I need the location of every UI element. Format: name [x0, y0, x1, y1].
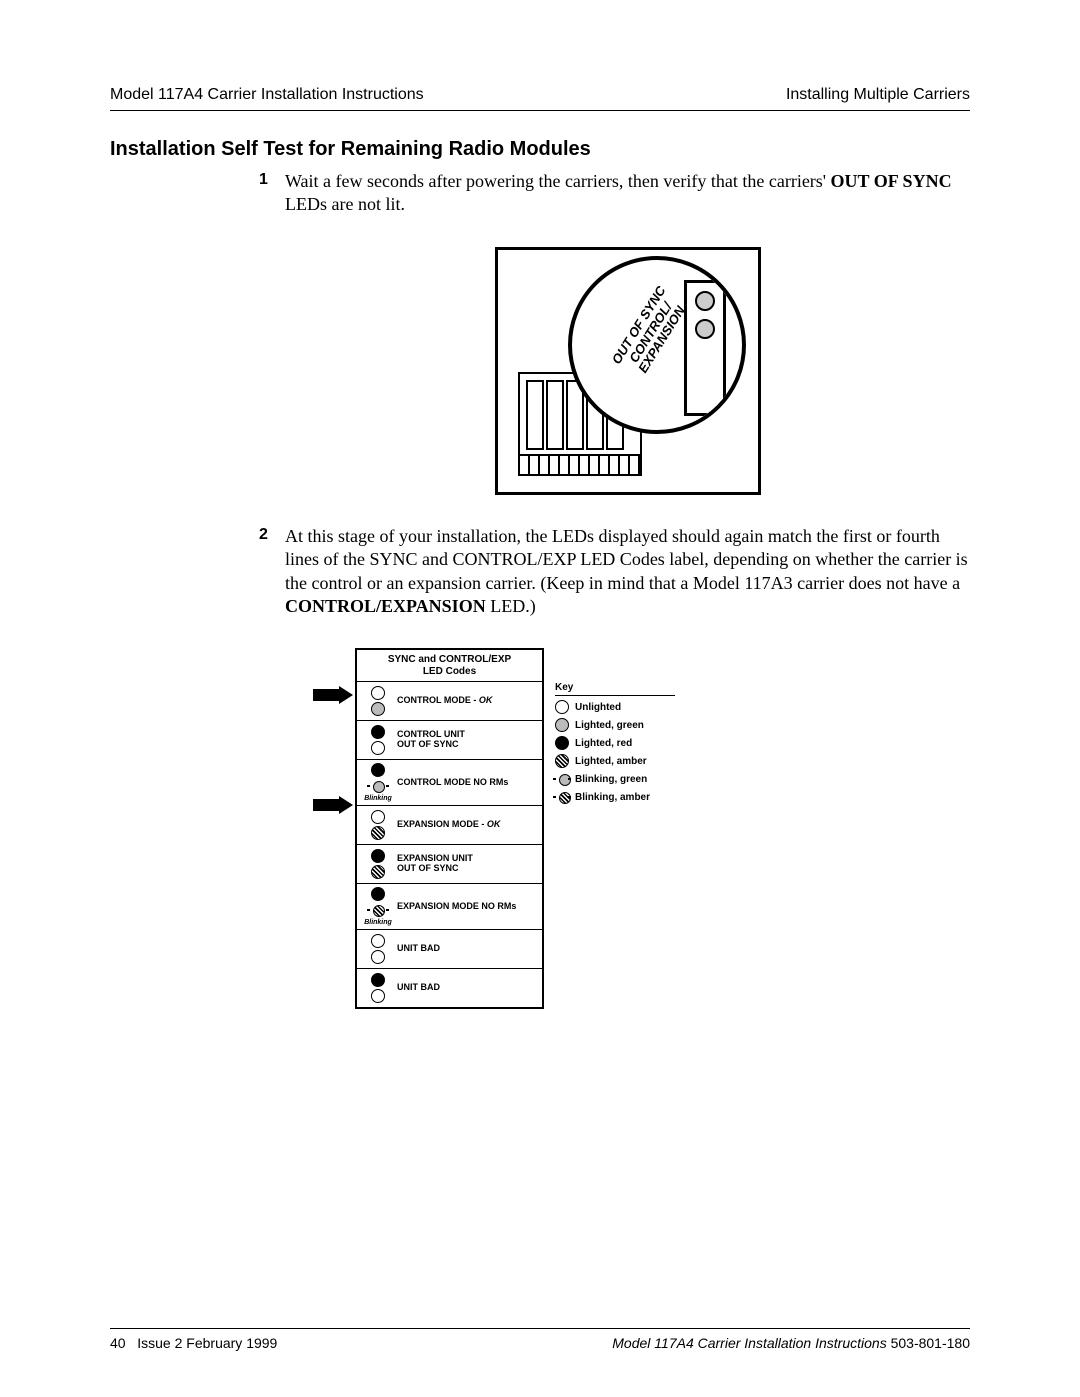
callout-bubble: OUT OF SYNC CONTROL/ EXPANSION [568, 256, 746, 434]
legend-label: Lighted, green [575, 720, 644, 731]
section-heading: Installation Self Test for Remaining Rad… [110, 138, 591, 161]
arrow-icon [313, 686, 353, 704]
legend-item: Lighted, red [555, 736, 675, 750]
led-code-label: EXPANSION UNITOUT OF SYNC [393, 854, 536, 874]
led-indicators [363, 686, 393, 716]
step-1-text-post: LEDs are not lit. [285, 194, 405, 214]
legend-item: Blinking, amber [555, 790, 675, 804]
codes-title-line1: SYNC and CONTROL/EXP [388, 654, 511, 665]
legend-item: Lighted, amber [555, 754, 675, 768]
legend-symbol [555, 718, 569, 732]
led-code-row: BlinkingCONTROL MODE NO RMs [357, 760, 542, 806]
step-2-bold: CONTROL/EXPANSION [285, 596, 486, 616]
legend-title: Key [555, 682, 675, 696]
step-2-text-post: LED.) [486, 596, 536, 616]
led-panel-icon [684, 280, 726, 416]
codes-title-line2: LED Codes [423, 666, 476, 677]
footer-right: Model 117A4 Carrier Installation Instruc… [612, 1335, 970, 1351]
step-1: 1 Wait a few seconds after powering the … [285, 170, 970, 217]
issue-date: Issue 2 February 1999 [137, 1335, 277, 1351]
footer-doc-title: Model 117A4 Carrier Installation Instruc… [612, 1335, 886, 1351]
arrow-icon [313, 796, 353, 814]
figure-led-codes: SYNC and CONTROL/EXP LED Codes CONTROL M… [355, 648, 735, 1009]
led-code-row: CONTROL UNITOUT OF SYNC [357, 721, 542, 760]
page: Model 117A4 Carrier Installation Instruc… [0, 0, 1080, 1397]
legend-symbol [555, 772, 569, 786]
step-1-bold: OUT OF SYNC [831, 171, 952, 191]
legend-item: Blinking, green [555, 772, 675, 786]
step-2-text-pre: At this stage of your installation, the … [285, 526, 968, 593]
legend-label: Blinking, green [575, 774, 647, 785]
led-code-row: UNIT BAD [357, 969, 542, 1007]
led-codes-title: SYNC and CONTROL/EXP LED Codes [357, 650, 542, 682]
led-code-label: CONTROL UNITOUT OF SYNC [393, 730, 536, 750]
led-code-row: CONTROL MODE - OK [357, 682, 542, 721]
led-indicators [363, 810, 393, 840]
page-number: 40 [110, 1335, 126, 1351]
step-1-text-pre: Wait a few seconds after powering the ca… [285, 171, 831, 191]
legend-item: Unlighted [555, 700, 675, 714]
legend-symbol [555, 754, 569, 768]
led-codes-table: SYNC and CONTROL/EXP LED Codes CONTROL M… [355, 648, 544, 1009]
step-2: 2 At this stage of your installation, th… [285, 525, 970, 619]
led-code-label: EXPANSION MODE NO RMs [393, 902, 536, 912]
legend-symbol [555, 790, 569, 804]
footer-rule [110, 1328, 970, 1329]
led-code-label: UNIT BAD [393, 983, 536, 993]
step-number: 1 [259, 170, 268, 191]
led-code-label: EXPANSION MODE - OK [393, 820, 536, 830]
led-code-row: EXPANSION UNITOUT OF SYNC [357, 845, 542, 884]
led-code-row: EXPANSION MODE - OK [357, 806, 542, 845]
led-code-row: BlinkingEXPANSION MODE NO RMs [357, 884, 542, 930]
led-code-label: CONTROL MODE - OK [393, 696, 536, 706]
running-header-right: Installing Multiple Carriers [786, 86, 970, 104]
legend-key: Key Unlighted Lighted, green Lighted, red L… [555, 682, 675, 808]
led-indicators [363, 849, 393, 879]
led-code-label: CONTROL MODE NO RMs [393, 778, 536, 788]
callout-label: OUT OF SYNC CONTROL/ EXPANSION [609, 284, 691, 381]
legend-symbol [555, 736, 569, 750]
led-indicators [363, 725, 393, 755]
footer-doc-number: 503-801-180 [887, 1335, 970, 1351]
legend-label: Lighted, amber [575, 756, 647, 767]
led-indicators: Blinking [363, 887, 393, 926]
led-indicators [363, 934, 393, 964]
running-header-left: Model 117A4 Carrier Installation Instruc… [110, 86, 424, 104]
led-code-row: UNIT BAD [357, 930, 542, 969]
body: 1 Wait a few seconds after powering the … [285, 170, 970, 1009]
figure-out-of-sync: OUT OF SYNC CONTROL/ EXPANSION [495, 247, 761, 495]
legend-label: Blinking, amber [575, 792, 650, 803]
led-code-label: UNIT BAD [393, 944, 536, 954]
footer-left: 40 Issue 2 February 1999 [110, 1335, 277, 1351]
legend-label: Lighted, red [575, 738, 632, 749]
step-number: 2 [259, 525, 268, 546]
led-indicators: Blinking [363, 763, 393, 802]
legend-label: Unlighted [575, 702, 621, 713]
legend-symbol [555, 700, 569, 714]
legend-item: Lighted, green [555, 718, 675, 732]
led-indicators [363, 973, 393, 1003]
header-rule [110, 110, 970, 111]
